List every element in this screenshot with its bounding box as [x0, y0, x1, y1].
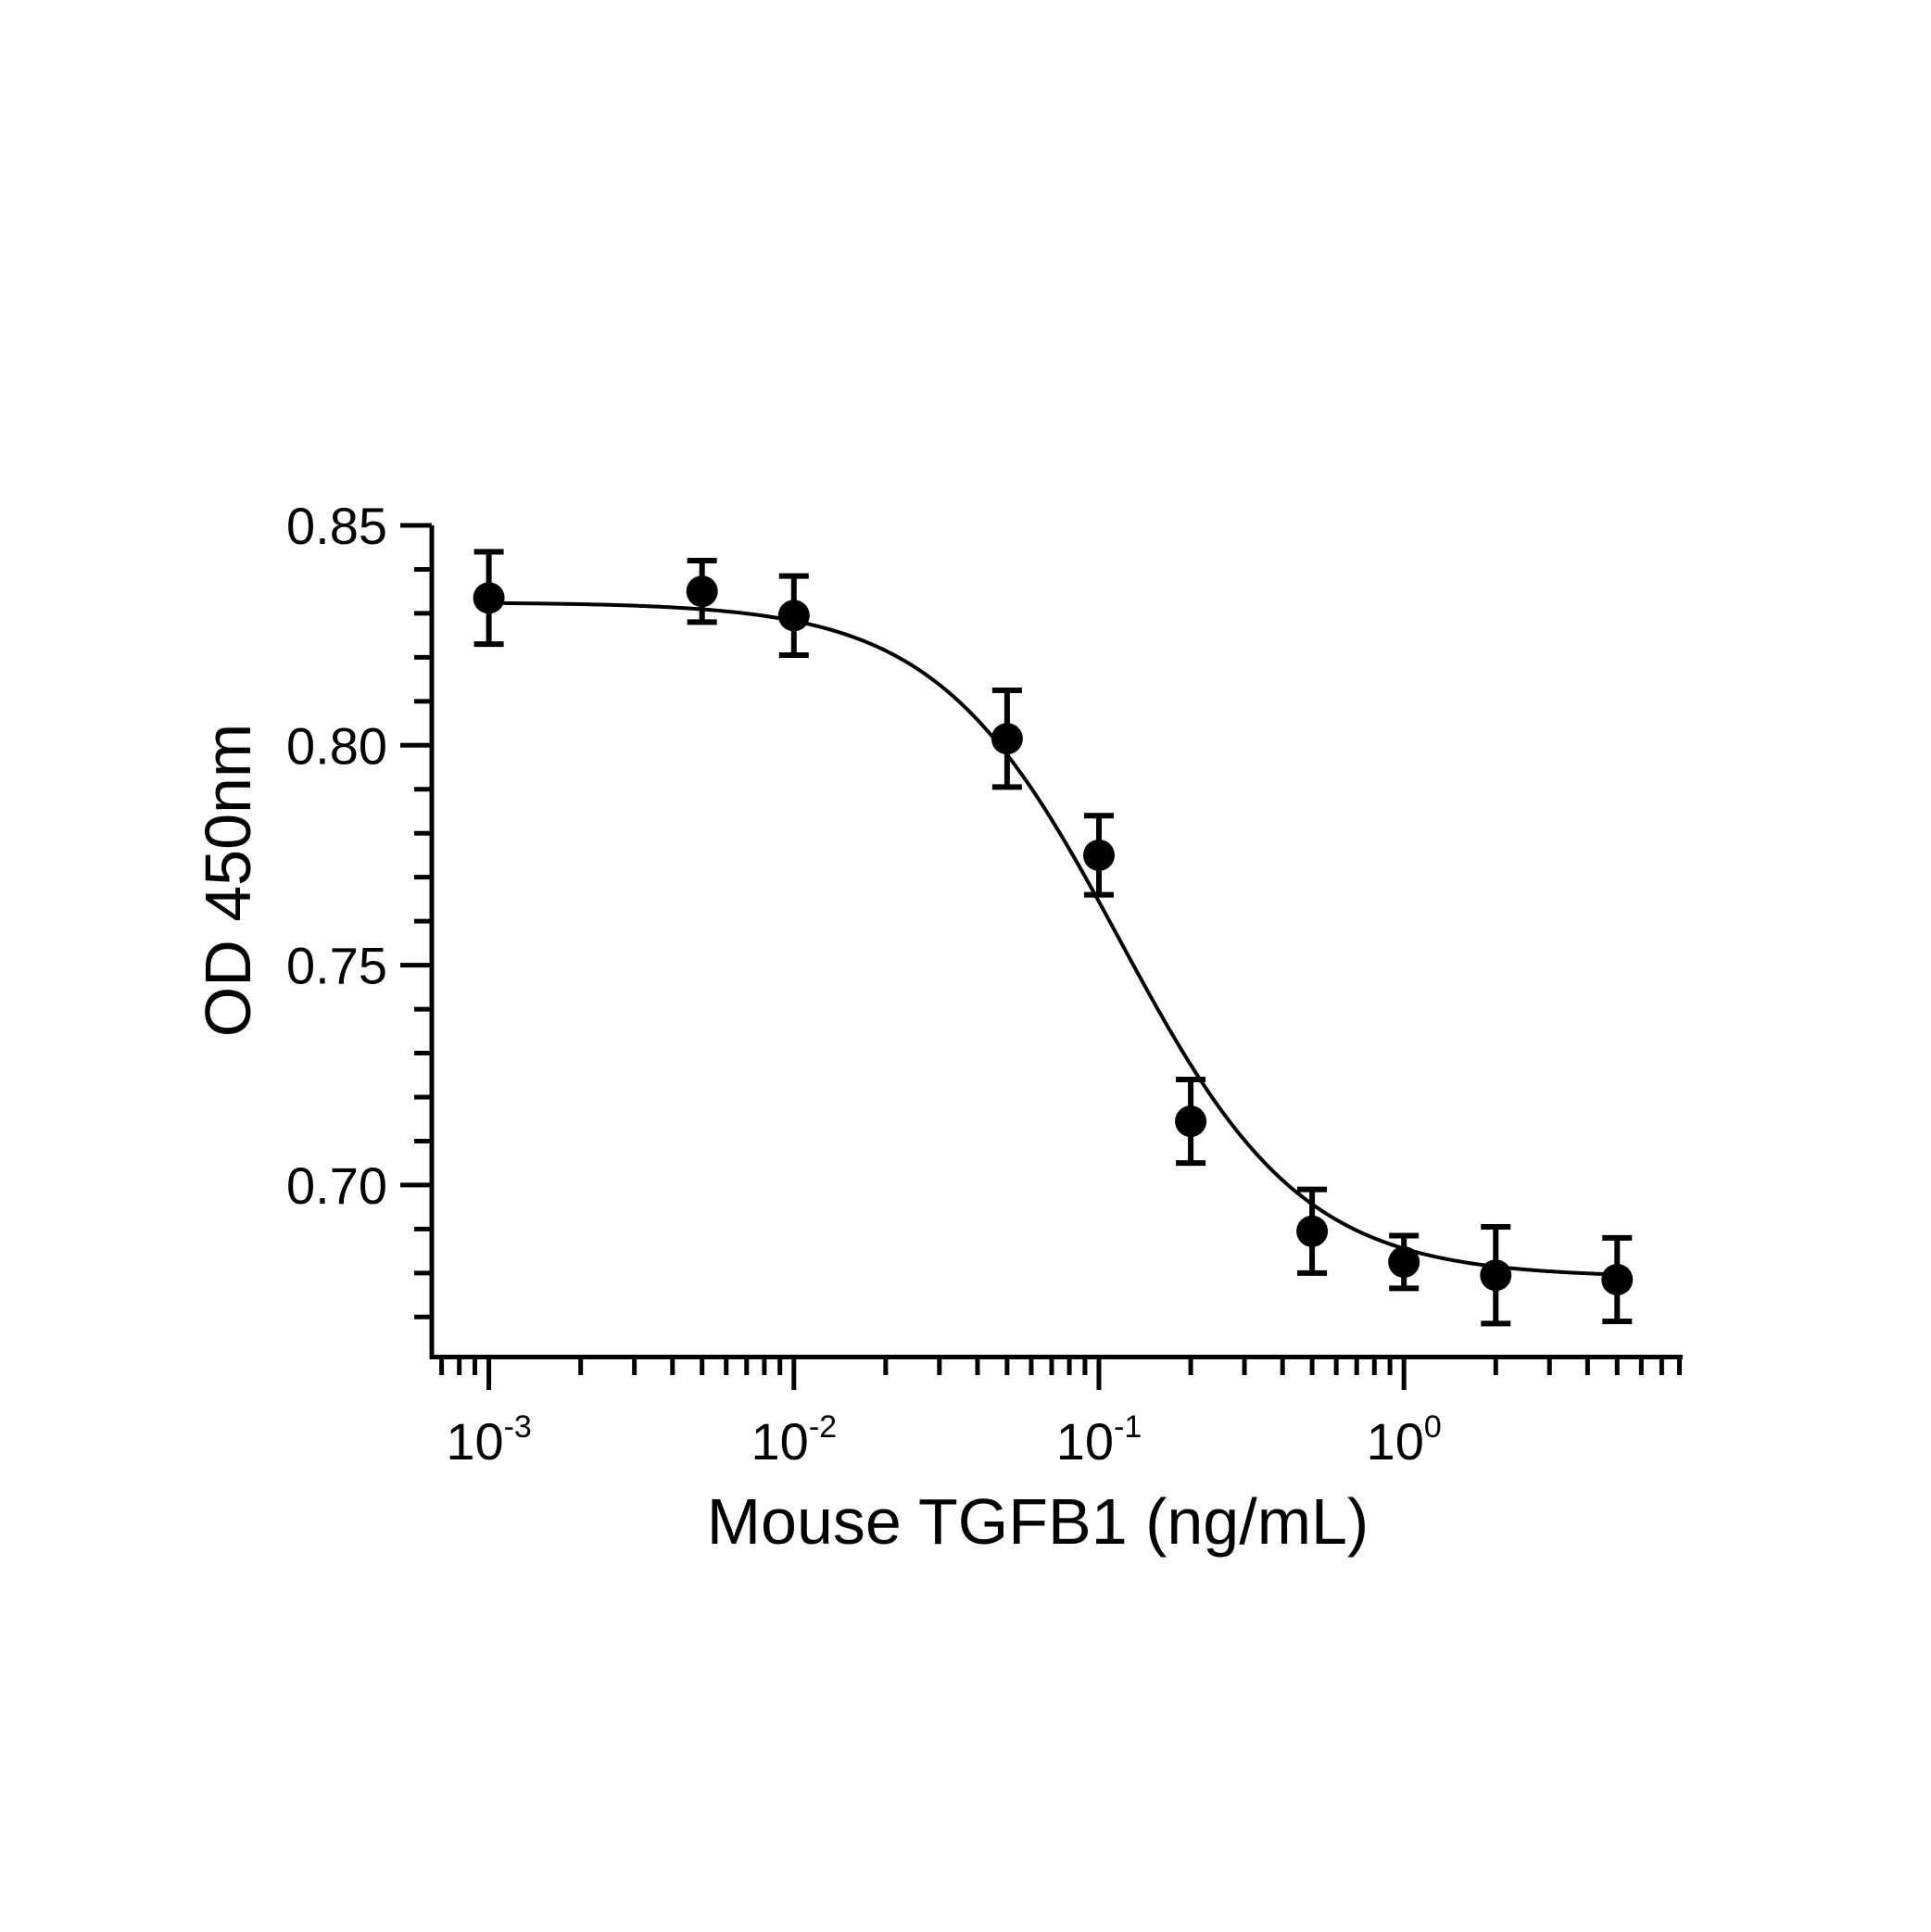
x-ticks: 10-3 10-2 10-1 100 — [439, 1357, 1682, 1471]
data-point — [1601, 1234, 1634, 1325]
data-point — [1388, 1232, 1420, 1292]
data-marker — [991, 723, 1023, 755]
data-marker — [1082, 839, 1115, 871]
data-point — [777, 573, 810, 659]
data-marker — [1388, 1245, 1420, 1278]
data-point — [1082, 813, 1115, 898]
y-tick-label: 0.75 — [286, 937, 387, 995]
y-tick-label: 0.80 — [286, 716, 387, 775]
x-axis-title: Mouse TGFB1 (ng/mL) — [707, 1485, 1369, 1558]
data-points — [473, 549, 1634, 1327]
y-ticks: 0.70 0.75 0.80 0.85 — [286, 497, 432, 1320]
data-point — [1480, 1223, 1512, 1327]
x-tick-label: 10-1 — [1056, 1409, 1142, 1471]
x-tick-label: 10-3 — [446, 1409, 532, 1471]
x-tick-label: 100 — [1367, 1409, 1442, 1471]
data-point — [991, 687, 1023, 790]
data-marker — [686, 575, 718, 608]
y-tick-label: 0.85 — [286, 497, 387, 555]
data-marker — [1601, 1263, 1634, 1295]
fit-curve-group — [488, 600, 1618, 1277]
data-marker — [473, 582, 505, 614]
fit-curve — [488, 600, 1618, 1277]
y-axis-title: OD 450nm — [192, 724, 264, 1037]
data-point — [1296, 1186, 1329, 1276]
data-point — [473, 549, 505, 648]
data-point — [1175, 1077, 1207, 1167]
data-marker — [1296, 1215, 1329, 1247]
y-tick-label: 0.70 — [286, 1156, 387, 1215]
data-point — [686, 557, 718, 625]
axes — [429, 525, 1683, 1359]
data-marker — [1175, 1105, 1207, 1138]
x-tick-label: 10-2 — [751, 1409, 838, 1471]
data-marker — [777, 600, 810, 632]
data-marker — [1480, 1259, 1512, 1292]
